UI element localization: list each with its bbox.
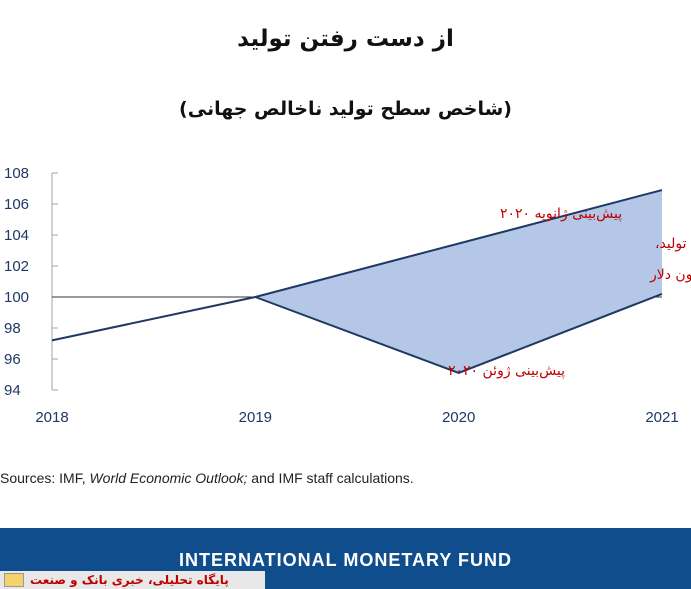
annotation-jun-2020: پیش‌بینی ژوئن ۲۰۲۰: [448, 363, 565, 379]
y-tick-label: 106: [4, 196, 29, 213]
series-jan-2020-line: [51, 189, 663, 342]
sources-suffix: and IMF staff calculations.: [247, 470, 414, 486]
series-jun-2020-line: [254, 292, 663, 375]
y-tick-label: 108: [4, 165, 29, 182]
x-tick-label: 2021: [645, 409, 678, 426]
annotation-jan-2020: پیش‌بینی ژانویه ۲۰۲۰: [500, 206, 622, 222]
chart-title: از دست رفتن تولید: [237, 26, 454, 52]
chart-subtitle: (شاخص سطح تولید ناخالص جهانی): [179, 98, 512, 120]
y-tick-label: 104: [4, 227, 29, 244]
footer-title: INTERNATIONAL MONETARY FUND: [179, 550, 512, 570]
x-tick-label: 2018: [35, 409, 68, 426]
sources-italic: World Economic Outlook;: [89, 470, 248, 486]
flag-icon: [4, 573, 24, 587]
x-tick-label: 2020: [442, 409, 475, 426]
sources-note: Sources: IMF, World Economic Outlook; an…: [0, 470, 414, 486]
y-axis: 94 96 98 100 102 104 106 108: [4, 165, 58, 399]
watermark-text: پایگاه تحلیلی، خبری بانک و صنعت: [30, 573, 229, 587]
x-axis: 2018 2019 2020 2021: [35, 409, 678, 426]
y-tick-label: 98: [4, 320, 21, 337]
annotation-lost-output-line2: ۱۲ تریلیون دلار: [649, 267, 691, 283]
y-tick-label: 94: [4, 382, 21, 399]
sources-prefix: Sources: IMF,: [0, 470, 90, 486]
plot-area: [51, 189, 663, 375]
x-tick-label: 2019: [239, 409, 272, 426]
y-tick-label: 100: [4, 289, 29, 306]
y-tick-label: 102: [4, 258, 29, 275]
y-tick-label: 96: [4, 351, 21, 368]
gdp-chart: 94 96 98 100 102 104 106 108 2018 2019 2020 2021 پ…: [4, 165, 691, 426]
annotation-lost-output-line1: زیان تجمعی تولید،: [655, 236, 691, 252]
footer-bar: INTERNATIONAL MONETARY FUND: [0, 528, 691, 589]
annotations: پیش‌بینی ژانویه ۲۰۲۰ پیش‌بینی ژوئن ۲۰۲۰ زی…: [448, 206, 691, 379]
watermark: پایگاه تحلیلی، خبری بانک و صنعت: [0, 571, 265, 589]
lost-output-area: [255, 190, 663, 373]
